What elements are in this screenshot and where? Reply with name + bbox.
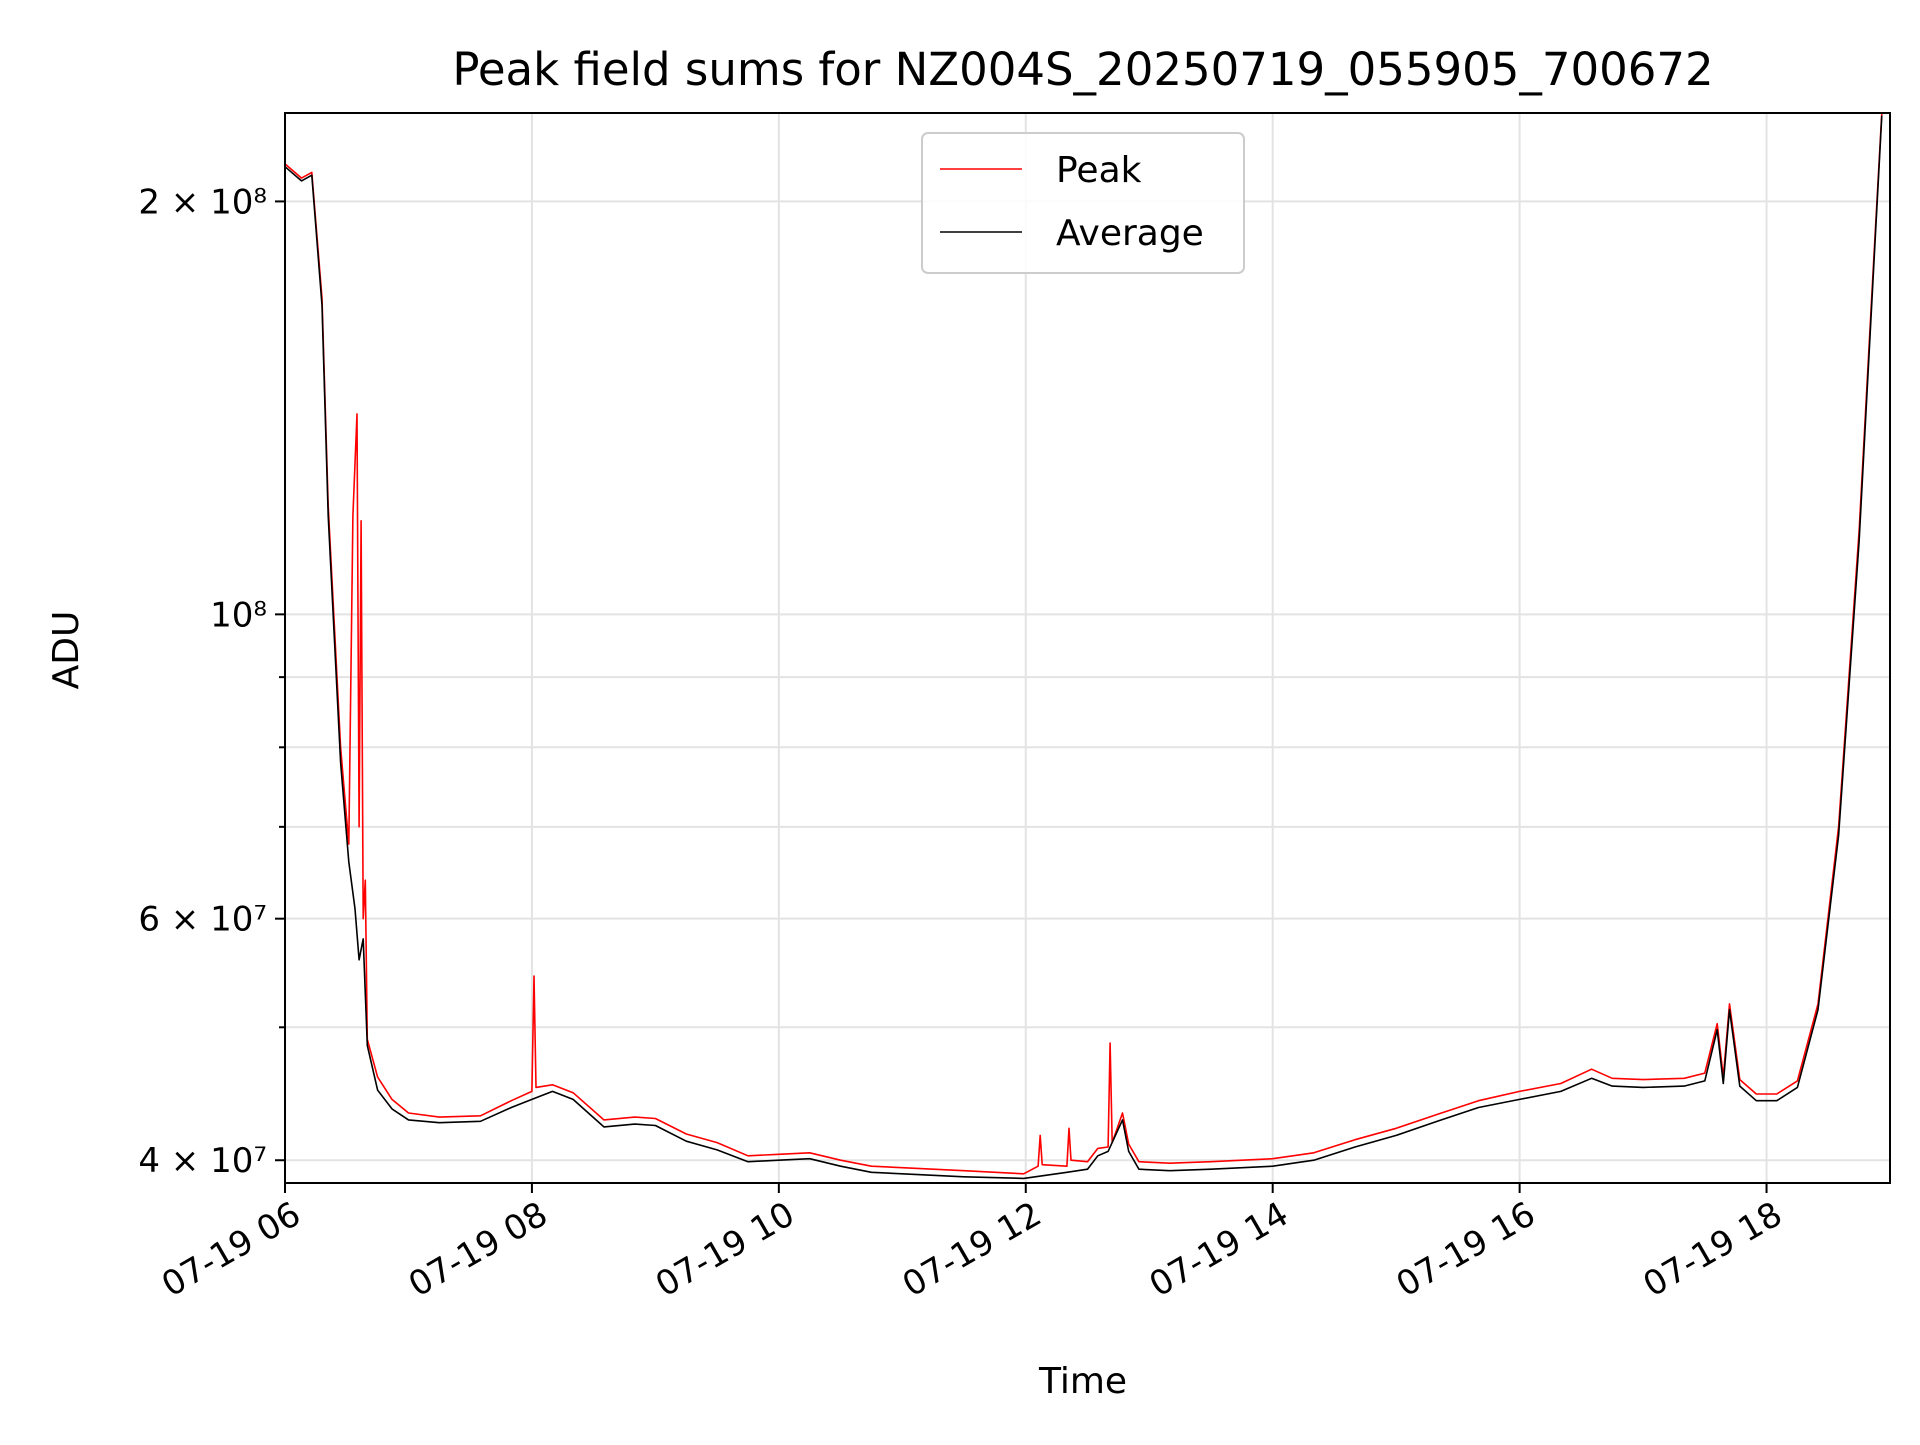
y-tick-label: 2 × 10⁸ bbox=[138, 182, 267, 222]
x-axis-label: Time bbox=[1038, 1361, 1127, 1402]
chart-title: Peak field sums for NZ004S_20250719_0559… bbox=[452, 43, 1713, 96]
y-tick-label: 10⁸ bbox=[210, 595, 267, 635]
legend: Peak Average bbox=[921, 132, 1245, 274]
series-line-average bbox=[284, 115, 1883, 1180]
legend-box bbox=[921, 132, 1245, 274]
legend-label: Peak bbox=[1056, 150, 1142, 191]
legend-label: Average bbox=[1056, 213, 1204, 254]
y-axis-label: ADU bbox=[46, 611, 87, 690]
plot-area-frame bbox=[284, 112, 1891, 1184]
y-tick-label: 6 × 10⁷ bbox=[138, 900, 267, 940]
y-tick-label: 4 × 10⁷ bbox=[138, 1141, 267, 1181]
plot-series bbox=[284, 112, 1883, 1180]
